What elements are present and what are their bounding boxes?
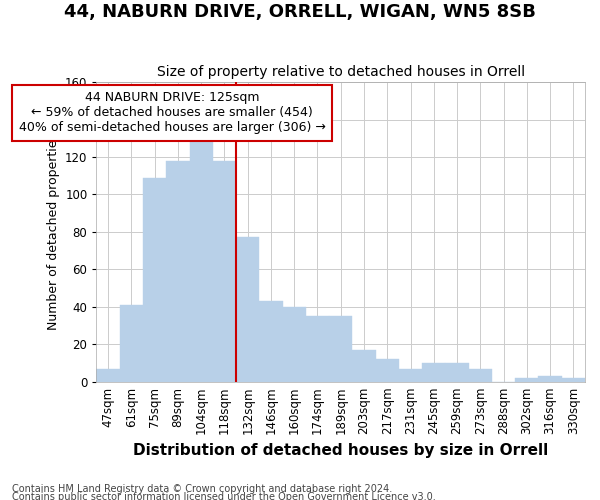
Text: Contains public sector information licensed under the Open Government Licence v3: Contains public sector information licen… [12,492,436,500]
Bar [97,368,120,382]
Bar [399,368,422,382]
Text: 44 NABURN DRIVE: 125sqm
← 59% of detached houses are smaller (454)
40% of semi-d: 44 NABURN DRIVE: 125sqm ← 59% of detache… [19,92,326,134]
Bar [213,160,236,382]
Bar [329,316,352,382]
Bar [236,238,259,382]
X-axis label: Distribution of detached houses by size in Orrell: Distribution of detached houses by size … [133,442,548,458]
Bar [376,359,399,382]
Bar [469,368,492,382]
Bar [445,363,469,382]
Title: Size of property relative to detached houses in Orrell: Size of property relative to detached ho… [157,66,525,80]
Y-axis label: Number of detached properties: Number of detached properties [47,134,59,330]
Text: Contains HM Land Registry data © Crown copyright and database right 2024.: Contains HM Land Registry data © Crown c… [12,484,392,494]
Bar [190,142,213,382]
Bar [143,178,166,382]
Bar [422,363,445,382]
Bar [352,350,376,382]
Bar [166,160,190,382]
Text: 44, NABURN DRIVE, ORRELL, WIGAN, WN5 8SB: 44, NABURN DRIVE, ORRELL, WIGAN, WN5 8SB [64,2,536,21]
Bar [562,378,585,382]
Bar [120,305,143,382]
Bar [515,378,538,382]
Bar [283,307,306,382]
Bar [306,316,329,382]
Bar [538,376,562,382]
Bar [259,301,283,382]
